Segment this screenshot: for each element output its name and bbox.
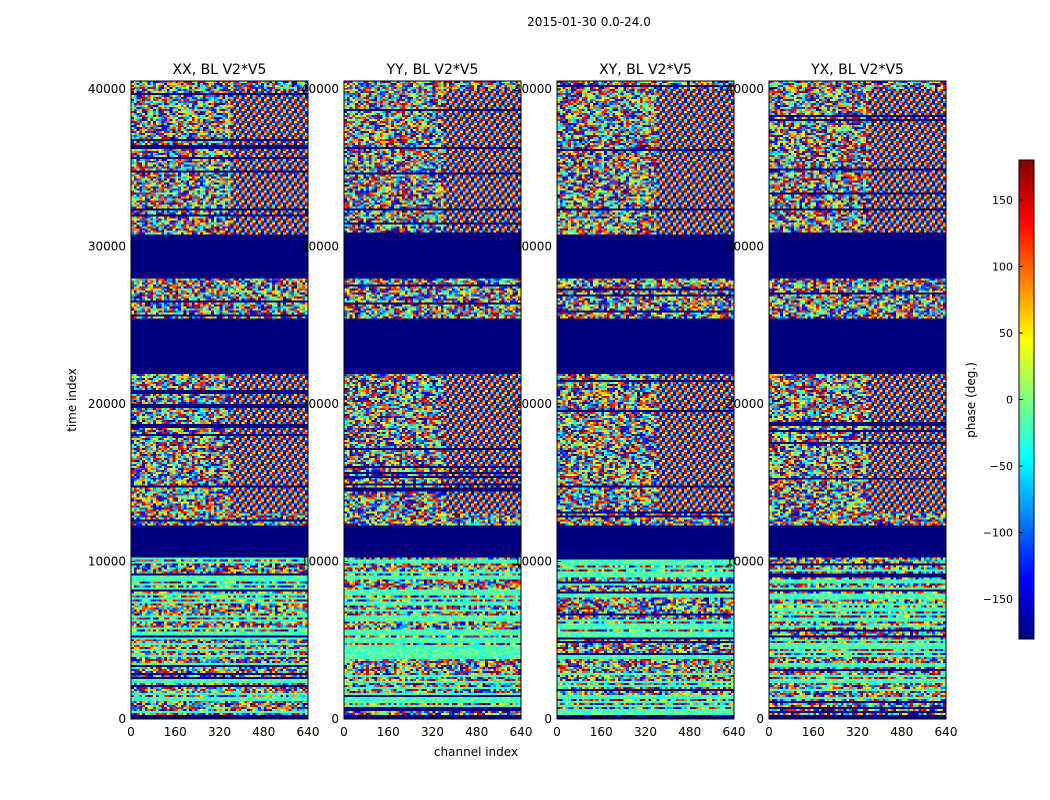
y-tick-label: 10000 [88,554,126,568]
x-tick-label: 160 [164,725,187,739]
x-axis-label: channel index [434,745,518,759]
y-tick-label: 0 [118,712,126,726]
panels: XX, BL V2*V5 0 160 320 480 640 0 10000 20000 3000… [65,62,957,759]
panel-xy: XY, BL V2*V5 0 160 320 480 640 0 10000 20000 3000… [514,62,746,739]
colorbar-tick-label: 0 [1006,394,1013,407]
y-tick-label: 30000 [301,239,339,253]
heatmap-yx [769,81,946,719]
panel-title: XX, BL V2*V5 [173,62,267,78]
x-tick-label: 0 [765,725,773,739]
x-tick-label: 480 [252,725,275,739]
colorbar-label: phase (deg.) [964,362,978,438]
colorbar-tick-label: −150 [983,593,1013,606]
y-tick-label: 40000 [88,82,126,96]
colorbar-tick-label: 100 [992,260,1013,273]
colorbar-tick-label: 50 [999,327,1013,340]
x-tick-label: 640 [510,725,533,739]
x-tick-label: 320 [421,725,444,739]
panel-yx: YX, BL V2*V5 0 160 320 480 640 0 10000 20000 3000… [726,62,958,739]
panel-xx: XX, BL V2*V5 0 160 320 480 640 0 10000 20000 3000… [88,62,320,739]
y-tick-label: 30000 [514,239,552,253]
y-tick-label: 20000 [726,397,764,411]
heatmap-yy [344,81,521,719]
y-tick-label: 20000 [514,397,552,411]
x-tick-label: 0 [127,725,135,739]
y-tick-label: 10000 [301,554,339,568]
x-tick-label: 320 [208,725,231,739]
colorbar: −150 −100 −50 0 50 100 150 phase (deg.) [964,159,1035,640]
y-tick-label: 10000 [726,554,764,568]
y-tick-label: 10000 [514,554,552,568]
colorbar-tick-label: 150 [992,194,1013,207]
colorbar-tick-label: −100 [983,527,1013,540]
x-tick-label: 0 [553,725,561,739]
y-tick-label: 40000 [514,82,552,96]
x-tick-label: 640 [935,725,958,739]
heatmap-xy [557,81,734,719]
x-tick-label: 160 [802,725,825,739]
panel-title: XY, BL V2*V5 [599,62,692,78]
colorbar-tick-label: −50 [990,460,1013,473]
y-tick-label: 40000 [301,82,339,96]
heatmap-xx [131,81,308,719]
y-tick-label: 40000 [726,82,764,96]
x-tick-label: 320 [846,725,869,739]
x-tick-label: 160 [377,725,400,739]
y-tick-label: 30000 [726,239,764,253]
x-tick-label: 160 [590,725,613,739]
x-tick-label: 320 [634,725,657,739]
y-tick-label: 30000 [88,239,126,253]
x-tick-label: 640 [723,725,746,739]
x-tick-label: 0 [340,725,348,739]
y-tick-label: 0 [756,712,764,726]
x-tick-label: 480 [890,725,913,739]
panel-title: YX, BL V2*V5 [810,62,904,78]
x-tick-label: 480 [678,725,701,739]
y-tick-label: 20000 [88,397,126,411]
y-axis-label: time index [65,368,79,432]
x-tick-label: 640 [297,725,320,739]
y-tick-label: 20000 [301,397,339,411]
x-tick-label: 480 [465,725,488,739]
y-tick-label: 0 [544,712,552,726]
panel-title: YY, BL V2*V5 [386,62,479,78]
figure-title: 2015-01-30 0.0-24.0 [527,15,651,29]
y-tick-label: 0 [331,712,339,726]
panel-yy: YY, BL V2*V5 0 160 320 480 640 0 10000 20000 3000… [301,62,533,739]
